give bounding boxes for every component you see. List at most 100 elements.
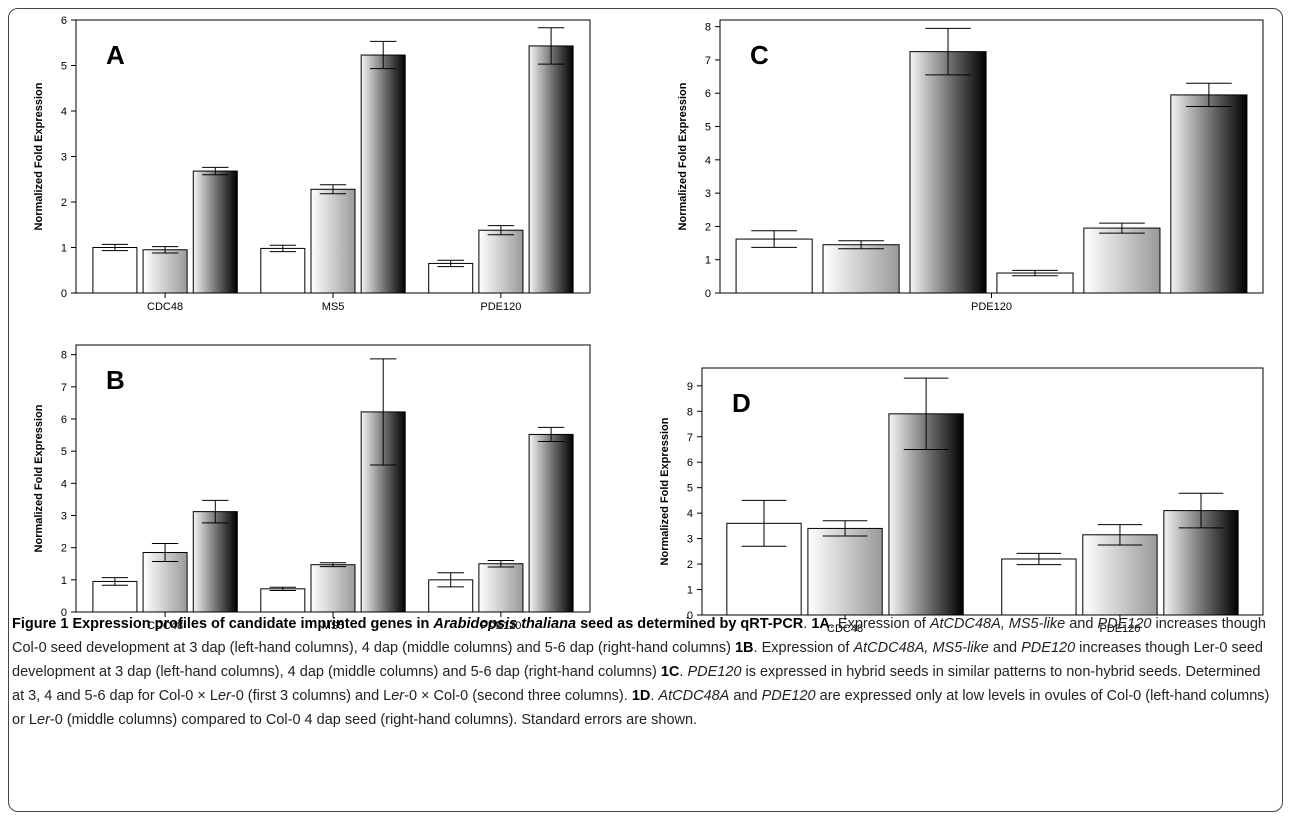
y-tick-label: 1 [61, 243, 67, 255]
y-tick-label: 5 [705, 122, 711, 134]
y-tick-label: 7 [705, 55, 711, 67]
caption-1b-label: 1B [734, 640, 754, 656]
y-tick-label: 1 [61, 575, 67, 587]
caption-1d-genes: AtCDC48A [658, 688, 730, 704]
x-tick-label: MS5 [322, 301, 345, 313]
plot-area-frame [701, 367, 1264, 616]
caption-1b-text-a: . Expression of [753, 640, 850, 656]
y-tick-label: 9 [687, 381, 693, 393]
y-tick-label: 6 [687, 457, 693, 469]
caption-title-b: seed as determined by qRT-PCR [580, 616, 804, 632]
bar [735, 238, 813, 294]
bar [310, 188, 356, 294]
y-tick-label: 7 [687, 432, 693, 444]
caption-1c-er2: er [391, 688, 405, 704]
y-tick-label: 4 [61, 106, 67, 118]
y-tick-label: 8 [61, 350, 67, 362]
panel-letter: A [106, 40, 125, 70]
y-tick-label: 8 [705, 22, 711, 34]
bar [528, 433, 574, 613]
y-tick-label: 6 [61, 414, 67, 426]
y-tick-label: 0 [61, 607, 67, 619]
caption-1a-label: 1A [811, 616, 830, 632]
y-tick-label: 7 [61, 382, 67, 394]
y-tick-label: 2 [61, 543, 67, 555]
x-tick-label: CDC48 [147, 620, 183, 632]
chart-panel-a: 0 1 2 3 4 5 6 Normalized Fold Expression A CDC48 M… [33, 15, 591, 313]
bar [909, 51, 987, 294]
bar [142, 551, 188, 613]
caption-1d-er: er [37, 712, 50, 728]
bar [360, 54, 406, 294]
caption-1d-text-b: are expressed only at low levels in ovul… [12, 688, 1270, 728]
bar [1001, 558, 1077, 616]
x-tick-label: CDC48 [147, 301, 183, 313]
y-tick-label: 3 [61, 152, 67, 164]
x-tick-label: PDE120 [1099, 623, 1140, 635]
x-tick-label: PDE120 [480, 620, 521, 632]
chart-panel-d: 0 1 2 3 4 5 6 7 8 9 Normalized Fold Expression D CDC… [659, 367, 1264, 635]
bar [92, 580, 138, 613]
caption-figure-label: Figure 1 [12, 616, 69, 632]
y-tick-label: 8 [687, 406, 693, 418]
y-tick-label: 6 [61, 15, 67, 27]
bar [822, 244, 900, 294]
figure-caption: Figure 1 Expression profiles of candidat… [12, 616, 1270, 728]
bar [192, 511, 238, 613]
y-tick-label: 4 [687, 508, 693, 520]
caption-title-species: Arabidopsis thaliana [433, 616, 577, 632]
caption-1c-text-a: is expressed in hybrid seeds in similar … [12, 664, 1261, 704]
caption-1b-gene2: PDE120 [1021, 640, 1076, 656]
caption-1b-text-b: and [992, 640, 1018, 656]
figure-frame [8, 8, 1283, 812]
bar [260, 247, 306, 294]
y-tick-label: 2 [705, 221, 711, 233]
y-tick-label: 0 [705, 288, 711, 300]
caption-1d-text-a: and [733, 688, 758, 704]
caption-1d-text-c: -0 (middle columns) compared to Col-0 4 … [49, 712, 698, 728]
caption-1b-text-c: increases though Ler-0 seed development … [12, 640, 1263, 680]
y-tick-label: 0 [61, 288, 67, 300]
bar [428, 262, 474, 294]
y-tick-label: 5 [61, 446, 67, 458]
bar [478, 229, 524, 294]
y-tick-label: 3 [61, 510, 67, 522]
caption-1a-gene2: PDE120 [1097, 616, 1152, 632]
panel-letter: B [106, 365, 125, 395]
caption-1c-label: 1C [660, 664, 680, 680]
panel-letter: C [750, 40, 769, 70]
bar [192, 170, 238, 294]
y-tick-label: 3 [705, 188, 711, 200]
caption-1b-genes: AtCDC48A, MS5-like [853, 640, 989, 656]
x-tick-label: CDC48 [827, 623, 863, 635]
y-tick-label: 3 [687, 534, 693, 546]
y-axis-label: Normalized Fold Expression [677, 82, 689, 230]
y-tick-label: 6 [705, 88, 711, 100]
y-tick-label: 4 [705, 155, 711, 167]
caption-title-a: Expression profiles of candidate imprint… [72, 616, 430, 632]
caption-1d-gene2: PDE120 [761, 688, 816, 704]
y-tick-label: 5 [687, 483, 693, 495]
y-tick-label: 0 [687, 610, 693, 622]
caption-1a-genes: AtCDC48A, MS5-like [929, 616, 1066, 632]
chart-panel-b: 0 1 2 3 4 5 6 7 8 Normalized Fold Expression B CDC4… [33, 344, 591, 632]
y-tick-label: 1 [687, 585, 693, 597]
bar [528, 45, 574, 294]
panel-letter: D [732, 388, 751, 418]
y-tick-label: 2 [687, 559, 693, 571]
caption-1c-text-c: -0 × Col-0 (second three columns). [404, 688, 628, 704]
bar [92, 247, 138, 294]
chart-panel-c: 0 1 2 3 4 5 6 7 8 Normalized Fold Expression C PDE1… [677, 19, 1264, 313]
y-tick-label: 5 [61, 61, 67, 73]
x-tick-label: PDE120 [480, 301, 521, 313]
bar [142, 249, 188, 294]
x-tick-label: MS5 [322, 620, 345, 632]
y-axis-label: Normalized Fold Expression [33, 404, 45, 552]
y-tick-label: 1 [705, 255, 711, 267]
caption-1c-er1: er [217, 688, 231, 704]
y-axis-label: Normalized Fold Expression [33, 82, 45, 230]
y-tick-label: 4 [61, 478, 67, 490]
caption-1a-text-b: and [1069, 616, 1094, 632]
x-tick-label: PDE120 [971, 301, 1012, 313]
caption-1a-text-c: increases though Col-0 seed development … [12, 616, 1266, 656]
